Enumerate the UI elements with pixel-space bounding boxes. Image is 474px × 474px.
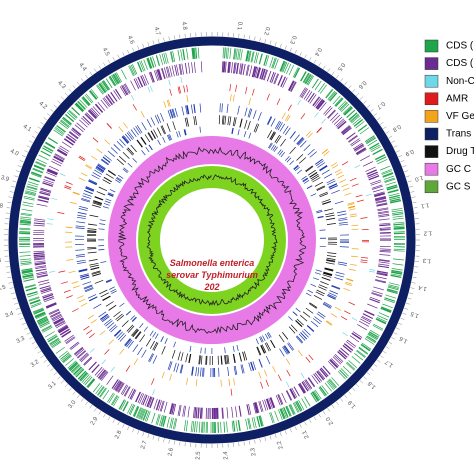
legend-swatch [424,162,439,176]
scale-label: 2.0 [325,415,335,426]
scale-label: 2.3 [250,447,258,457]
scale-label: 1.5 [409,310,420,319]
center-title: serovar Typhimurium [166,270,258,280]
scale-label: 3.8 [0,202,4,209]
scale-label: 1.4 [417,284,427,292]
legend-label: CDS ( [446,41,474,52]
scale-tick [4,32,420,448]
center-title: Salmonella enterica [170,258,255,268]
scale-label: 4.7 [153,26,161,36]
gc-skew-ring [138,166,286,314]
legend-label: AMR [446,93,468,104]
scale-label: 2.7 [140,440,149,450]
legend-label: Non-C [446,76,474,87]
scale-label: 4.5 [101,47,111,58]
scale-label: 1.6 [398,334,409,343]
gc-content-ring [108,136,316,344]
legend-label: GC C [446,164,471,175]
scale-label: 1.3 [422,257,432,264]
legend-swatch [424,180,439,194]
scale-label: 4.8 [180,21,187,31]
gc-content-trace [118,146,306,334]
scale-label: 2.8 [114,429,123,440]
scale-label: 2.4 [223,451,230,460]
scale-label: 2.2 [276,439,285,449]
legend-swatch [424,145,439,158]
legend-label: CDS ( [446,58,474,69]
cds-forward-ring [18,47,406,434]
scale-label: 0.1 [235,21,242,31]
scale-label: 1.9 [347,399,357,410]
legend-label: Drug T [446,146,474,157]
scale-label: 0.2 [262,26,270,36]
scale-label: 2.9 [90,416,100,427]
scale-label: 1.7 [384,358,395,368]
scale-label: 1.0 [413,174,423,182]
scale-label: 3.6 [0,258,2,265]
scale-label: 1.8 [367,379,378,389]
legend-swatch [424,127,439,141]
scale-label: 4.3 [56,80,67,91]
scale-label: 4.1 [22,124,33,134]
legend-label: GC S [446,181,471,192]
legend-label: VF Ge [446,111,474,122]
center-title: 202 [203,282,219,292]
legend-swatch [424,110,439,123]
transporter-ring [75,103,350,378]
scale-label: 2.5 [195,451,202,460]
scale-label: 0.7 [375,100,386,110]
gc-skew-trace [146,174,278,307]
scale-label: 2.6 [168,447,176,457]
scale-label: 3.3 [16,336,27,345]
scale-label: 1.1 [420,201,430,208]
scale-label: 3.1 [47,380,58,390]
scale-label: 3.7 [0,231,1,237]
scale-label: 4.0 [9,149,20,158]
legend-label: Trans [446,129,471,140]
scale-label: 0.5 [335,61,345,72]
noncoding-ring [46,76,376,396]
scale-label: 3.2 [30,359,41,369]
drug-target-ring [86,115,338,366]
scale-label: 3.4 [5,311,16,320]
scale-label: 1.2 [423,229,432,235]
scale-label: 4.6 [126,35,135,46]
feature-ring [98,126,327,354]
scale-label: 0.6 [356,79,367,90]
legend-swatch [424,92,439,106]
vf-ring [64,94,359,387]
scale-ring [8,36,416,444]
cds-reverse-ring [32,61,392,420]
scale-label: 0.4 [313,46,323,57]
scale-label: 0.3 [288,35,297,46]
scale-label: 4.4 [77,62,87,73]
scale-label: 2.1 [301,429,310,440]
legend-swatch [424,39,439,53]
scale-label: 0.8 [391,123,402,133]
scale-label: 3.0 [67,399,77,410]
amr-ring [57,84,370,396]
legend-swatch [424,74,439,88]
legend-swatch [424,57,439,70]
scale-label: 0.9 [404,148,415,157]
rings [4,32,420,448]
scale-label: 3.5 [0,285,7,293]
scale-label: 3.9 [0,175,10,183]
scale-label: 4.2 [38,101,49,111]
